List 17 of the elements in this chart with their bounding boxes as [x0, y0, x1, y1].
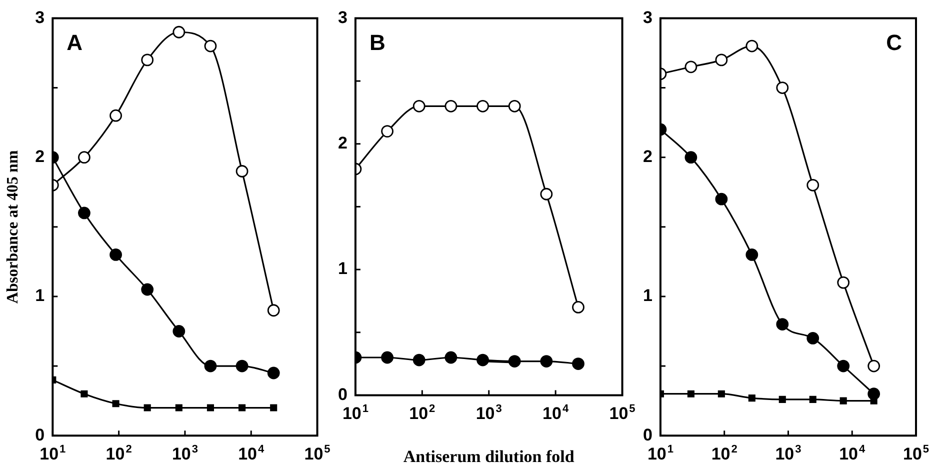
y-tick-label: 3 [35, 8, 45, 27]
y-tick-label: 2 [642, 147, 652, 166]
y-tick-label: 0 [338, 384, 348, 404]
y-tick-label: 0 [642, 425, 652, 444]
annotation: B [369, 30, 386, 56]
y-tick-label: 3 [338, 8, 348, 27]
y-tick-label: 1 [338, 259, 348, 278]
y-tick-label: 1 [35, 286, 45, 306]
y-tick-label: 2 [35, 147, 45, 166]
y-tick-label: 0 [35, 425, 45, 444]
y-tick-label: 2 [338, 134, 348, 153]
y-axis-title: Absorbance at 405 nm [4, 150, 22, 304]
annotation: A [66, 30, 83, 56]
annotation: C [886, 30, 902, 56]
x-axis-title: Antiserum dilution fold [403, 447, 575, 466]
y-tick-label: 3 [642, 8, 652, 27]
y-tick-label: 1 [642, 286, 652, 306]
